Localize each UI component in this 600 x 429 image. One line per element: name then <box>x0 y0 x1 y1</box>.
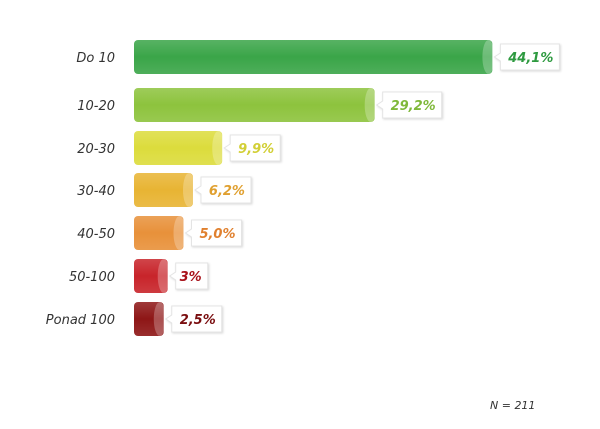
category-label: 30-40 <box>77 184 115 199</box>
value-callout <box>493 43 560 71</box>
data-label: 9,9% <box>238 142 274 157</box>
bar-end-cap <box>153 302 166 336</box>
category-label: 20-30 <box>77 142 115 157</box>
category-label: Ponad 100 <box>46 313 115 328</box>
bar-end-cap <box>364 88 377 122</box>
data-label: 2,5% <box>180 313 216 328</box>
bar-end-cap <box>482 40 495 74</box>
bar <box>134 88 375 122</box>
bar <box>134 173 193 207</box>
data-label: 6,2% <box>209 184 245 199</box>
category-label: 40-50 <box>77 227 115 242</box>
data-label: 44,1% <box>507 51 553 66</box>
bar-end-cap <box>173 216 186 250</box>
bar-end-cap <box>157 259 170 293</box>
value-callout <box>168 262 209 290</box>
sample-size-note: N = 211 <box>490 399 536 412</box>
bar <box>134 216 184 250</box>
bar <box>134 131 223 165</box>
value-callout <box>375 91 443 119</box>
bar-end-cap <box>182 173 195 207</box>
value-callout <box>223 134 281 162</box>
bar <box>134 259 168 293</box>
value-callout <box>184 219 242 247</box>
value-callout <box>194 176 252 204</box>
data-label: 3% <box>180 270 202 285</box>
value-callout <box>164 305 223 333</box>
data-label: 5,0% <box>199 227 235 242</box>
data-label: 29,2% <box>391 99 436 114</box>
category-label: Do 10 <box>76 51 115 66</box>
bar <box>134 302 164 336</box>
category-label: 50-100 <box>69 270 115 285</box>
bar-end-cap <box>212 131 225 165</box>
category-label: 10-20 <box>77 99 115 114</box>
bar <box>134 40 493 74</box>
